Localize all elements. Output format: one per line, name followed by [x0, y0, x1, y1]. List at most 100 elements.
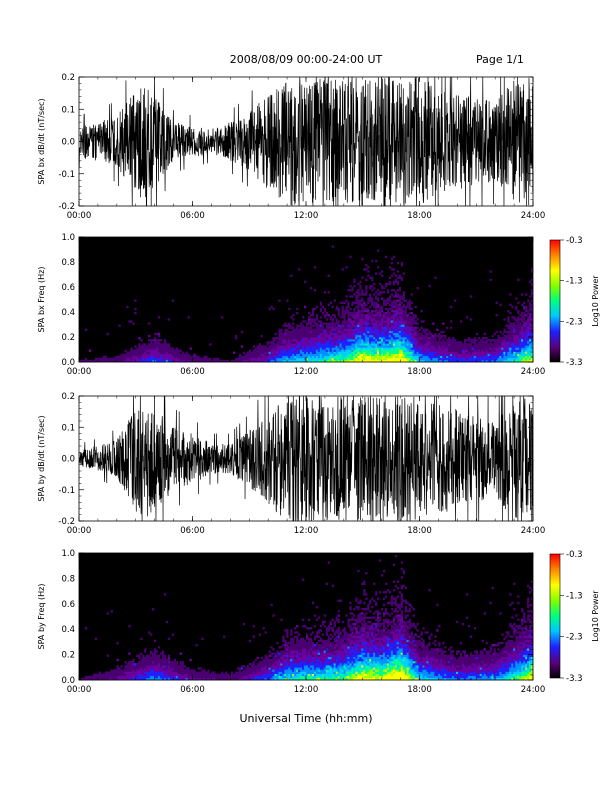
spectrogram-cell — [501, 332, 504, 336]
spectrogram-cell — [327, 353, 330, 357]
spectrogram-cell — [325, 339, 329, 342]
spectrogram-cell — [234, 337, 238, 340]
spectrogram-cell — [361, 276, 364, 279]
spectrogram-cell — [292, 675, 295, 679]
spectrogram-cell — [369, 328, 372, 332]
spectrogram-cell — [392, 351, 396, 354]
spectrogram-cell — [134, 677, 137, 681]
spectrogram-cell — [201, 671, 204, 674]
spectrogram-cell — [88, 677, 92, 681]
spectrogram-cell — [446, 326, 449, 329]
spectrogram-cell — [282, 654, 285, 658]
spectrogram-cell — [329, 620, 332, 624]
spectrogram-cell — [507, 343, 510, 346]
spectrogram-cell — [351, 322, 354, 325]
spectrogram-cell — [400, 307, 404, 311]
spectrogram-cell — [313, 675, 317, 679]
spectrogram-cell — [353, 353, 356, 357]
spectrogram-cell — [511, 328, 514, 332]
spectrogram-cell — [227, 675, 230, 679]
spectrogram-cell — [392, 330, 396, 334]
spectrogram-cell — [483, 357, 486, 361]
spectrogram-cell — [390, 334, 394, 338]
spectrogram-cell — [163, 665, 167, 668]
spectrogram-cell — [497, 341, 500, 344]
spectrogram-cell — [258, 667, 261, 670]
spectrogram-cell — [296, 663, 299, 666]
spectrogram-cell — [420, 332, 423, 336]
spectrogram-cell — [343, 322, 346, 325]
spectrogram-cell — [254, 349, 257, 352]
spectrogram-cell — [102, 677, 105, 681]
spectrogram-cell — [148, 343, 151, 346]
spectrogram-cell — [148, 665, 151, 668]
spectrogram-cell — [440, 334, 443, 338]
spectrogram-cell — [331, 334, 334, 338]
spectrogram-cell — [315, 357, 319, 361]
spectrogram-cell — [381, 318, 384, 321]
spectrogram-cell — [256, 667, 259, 670]
spectrogram-cell — [420, 351, 423, 354]
spectrogram-cell — [319, 337, 323, 340]
spectrogram-cell — [136, 353, 139, 357]
spectrogram-cell — [150, 345, 153, 348]
spectrogram-cell — [272, 359, 275, 363]
spectrogram-cell — [365, 339, 368, 342]
spectrogram-cell — [252, 351, 255, 354]
spectrogram-cell — [388, 357, 392, 361]
spectrogram-cell — [136, 669, 139, 672]
spectrogram-cell — [349, 318, 352, 321]
spectrogram-cell — [333, 355, 336, 359]
spectrogram-cell — [319, 309, 323, 313]
spectrogram-cell — [288, 675, 291, 679]
spectrogram-cell — [408, 322, 411, 325]
spectrogram-cell — [296, 637, 299, 641]
x-tick-label: 12:00 — [294, 211, 319, 221]
spectrogram-cell — [400, 295, 404, 298]
spectrogram-cell — [513, 339, 516, 342]
spectrogram-cell — [379, 345, 382, 348]
spectrogram-cell — [298, 353, 301, 357]
spectrogram-cell — [217, 359, 220, 363]
spectrogram-cell — [436, 349, 439, 352]
spectrogram-cell — [302, 669, 305, 672]
spectrogram-cell — [333, 357, 336, 361]
spectrogram-cell — [161, 353, 165, 357]
spectrogram-cell — [402, 309, 405, 313]
spectrogram-cell — [448, 347, 451, 350]
spectrogram-cell — [266, 347, 269, 350]
spectrogram-cell — [161, 673, 165, 677]
spectrogram-cell — [371, 341, 374, 344]
spectrogram-cell — [509, 351, 512, 354]
spectrogram-cell — [345, 341, 348, 344]
spectrogram-cell — [367, 320, 370, 323]
spectrogram-cell — [529, 347, 532, 350]
spectrogram-cell — [519, 349, 522, 352]
spectrogram-cell — [298, 658, 301, 662]
spectrogram-cell — [325, 667, 329, 670]
spectrogram-cell — [313, 318, 317, 321]
spectrogram-cell — [232, 351, 236, 354]
spectrogram-cell — [142, 359, 145, 363]
spectrogram-cell — [337, 328, 340, 332]
spectrogram-cell — [509, 345, 512, 348]
spectrogram-cell — [317, 359, 321, 363]
spectrogram-cell — [315, 330, 319, 334]
spectrogram-cell — [290, 669, 293, 672]
spectrogram-cell — [519, 330, 522, 334]
spectrogram-cell — [292, 658, 295, 662]
spectrogram-cell — [315, 351, 319, 354]
spectrogram-cell — [495, 343, 498, 346]
spectrogram-cell — [236, 671, 240, 674]
spectrogram-cell — [278, 349, 281, 352]
spectrogram-cell — [410, 307, 413, 311]
spectrogram-cell — [428, 355, 431, 359]
spectrogram-cell — [296, 641, 299, 645]
spectrogram-cell — [357, 291, 360, 294]
spectrogram-cell — [256, 665, 259, 668]
spectrogram-cell — [471, 349, 475, 352]
spectrogram-cell — [304, 337, 307, 340]
spectrogram-cell — [315, 633, 319, 636]
spectrogram-cell — [148, 355, 151, 359]
spectrogram-cell — [353, 341, 356, 344]
